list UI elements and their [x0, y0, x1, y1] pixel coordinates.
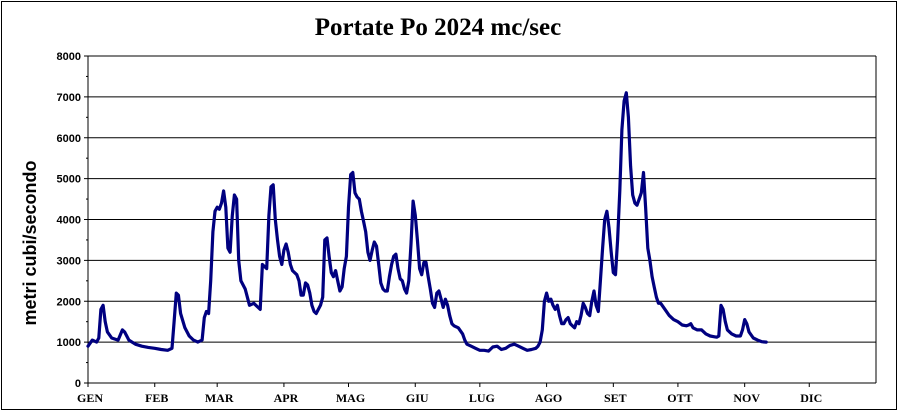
- y-tick-label-5000: 5000: [57, 174, 81, 186]
- x-tick-label-nov: NOV: [733, 391, 760, 405]
- x-tick-label-mag: MAG: [336, 391, 365, 405]
- x-tick-label-mar: MAR: [205, 391, 234, 405]
- y-tick-label-2000: 2000: [57, 296, 81, 308]
- x-tick-labels: GEN FEB MAR APR MAG GIU LUG AGO SET OTT NOV DIC: [77, 391, 822, 405]
- y-tick-label-1000: 1000: [57, 337, 81, 349]
- grid-lines: [88, 55, 876, 343]
- y-tick-label-4000: 4000: [57, 215, 81, 227]
- y-tick-label-0: 0: [75, 378, 81, 390]
- x-tick-label-giu: GIU: [406, 391, 429, 405]
- x-tick-label-dic: DIC: [800, 391, 822, 405]
- y-tick-label-6000: 6000: [57, 133, 81, 145]
- y-tick-labels: 0 1000 2000 3000 4000 5000 6000 7000 8000: [57, 51, 81, 390]
- x-tick-label-ago: AGO: [535, 391, 562, 405]
- x-tick-label-feb: FEB: [145, 391, 168, 405]
- y-tick-label-8000: 8000: [57, 51, 81, 63]
- chart-title: Portate Po 2024 mc/sec: [314, 14, 562, 41]
- x-tick-label-set: SET: [604, 391, 627, 405]
- x-tick-label-gen: GEN: [77, 391, 103, 405]
- y-tick-label-7000: 7000: [57, 92, 81, 104]
- y-tick-label-3000: 3000: [57, 255, 81, 267]
- axes: [84, 55, 877, 387]
- series-layer: [86, 91, 768, 353]
- x-tick-label-apr: APR: [274, 391, 299, 405]
- series-line-0: [86, 91, 768, 353]
- x-tick-label-lug: LUG: [469, 391, 495, 405]
- x-tick-label-ott: OTT: [667, 391, 692, 405]
